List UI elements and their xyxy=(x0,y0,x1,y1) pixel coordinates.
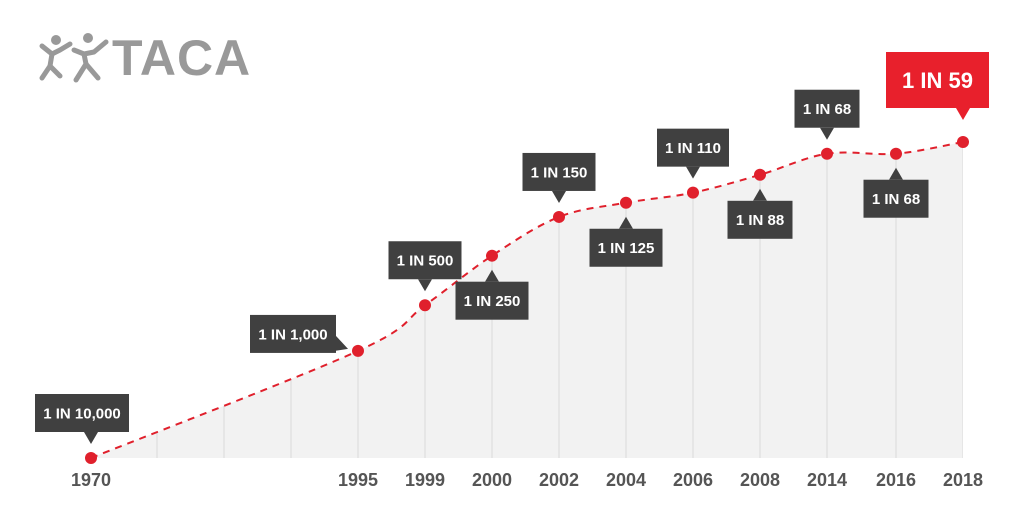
callout-box xyxy=(863,179,929,218)
x-tick-label: 1999 xyxy=(405,470,445,490)
data-point xyxy=(890,147,902,160)
data-point xyxy=(687,186,699,199)
x-tick-label: 2006 xyxy=(673,470,713,490)
callout: 1 IN 88 xyxy=(727,188,793,239)
callout-box xyxy=(794,89,860,128)
data-point xyxy=(419,299,431,312)
data-point xyxy=(957,136,969,148)
chart-callouts: 1 IN 10,000 1 IN 1,000 1 IN 500 1 IN 250 1 I… xyxy=(35,52,989,444)
x-tick-label: 2000 xyxy=(472,470,512,490)
x-tick-label: 2018 xyxy=(943,470,983,490)
callout: 1 IN 250 xyxy=(455,269,529,320)
callout-pointer xyxy=(753,188,767,201)
data-label: 1 IN 110 xyxy=(665,140,721,157)
callout-pointer xyxy=(485,269,499,282)
x-tick-label: 1970 xyxy=(71,470,111,490)
brand-name: TACA xyxy=(112,30,252,86)
callout-box xyxy=(388,241,462,280)
callout-pointer xyxy=(552,190,566,203)
data-label: 1 IN 500 xyxy=(397,253,454,270)
callout: 1 IN 500 xyxy=(388,241,462,292)
data-label: 1 IN 68 xyxy=(803,101,851,118)
x-tick-label: 2004 xyxy=(606,470,646,490)
x-tick-label: 2002 xyxy=(539,470,579,490)
callout-box xyxy=(886,52,989,108)
x-tick-label: 2014 xyxy=(807,470,847,490)
data-label: 1 IN 1,000 xyxy=(258,326,327,343)
x-tick-label: 1995 xyxy=(338,470,378,490)
data-label: 1 IN 68 xyxy=(872,191,920,208)
data-point xyxy=(553,210,565,223)
callout-pointer xyxy=(619,216,633,229)
callout-box xyxy=(455,281,529,320)
x-tick-label: 2008 xyxy=(740,470,780,490)
data-label: 1 IN 59 xyxy=(902,68,973,93)
callout-pointer xyxy=(335,334,348,351)
brand-logo: TACA xyxy=(36,30,251,86)
callout: 1 IN 68 xyxy=(863,167,929,218)
data-point xyxy=(486,249,498,262)
callout: 1 IN 150 xyxy=(522,152,596,203)
callout-pointer xyxy=(84,432,98,444)
data-point xyxy=(85,452,97,464)
callout-box xyxy=(657,128,729,167)
callout: 1 IN 125 xyxy=(589,216,663,267)
x-axis-labels: 1970 1995 1999 2000 2002 2004 2006 2008 2014 2016… xyxy=(71,470,983,490)
callout: 1 IN 110 xyxy=(657,128,729,179)
callout: 1 IN 1,000 xyxy=(250,314,348,353)
data-point xyxy=(821,147,833,160)
callout-pointer xyxy=(956,108,970,120)
people-figures-icon xyxy=(39,33,109,83)
data-label: 1 IN 125 xyxy=(598,240,655,257)
callout-pointer xyxy=(889,167,903,180)
data-label: 1 IN 10,000 xyxy=(43,405,121,422)
callout: 1 IN 59 xyxy=(886,52,989,120)
data-point xyxy=(754,168,766,181)
data-label: 1 IN 150 xyxy=(531,164,588,181)
callout-box xyxy=(250,314,336,353)
callout: 1 IN 10,000 xyxy=(35,394,129,444)
callout-box xyxy=(589,228,663,267)
callout-box xyxy=(522,152,596,191)
data-point xyxy=(620,196,632,209)
callout-box xyxy=(35,394,129,432)
chart-points xyxy=(85,136,969,464)
data-point xyxy=(352,344,364,357)
x-tick-label: 2016 xyxy=(876,470,916,490)
callout-pointer xyxy=(418,279,432,292)
callout-pointer xyxy=(820,127,834,140)
callout: 1 IN 68 xyxy=(794,89,860,140)
data-label: 1 IN 88 xyxy=(736,212,784,229)
callout-pointer xyxy=(686,166,700,179)
callout-box xyxy=(727,200,793,239)
data-label: 1 IN 250 xyxy=(464,293,521,310)
